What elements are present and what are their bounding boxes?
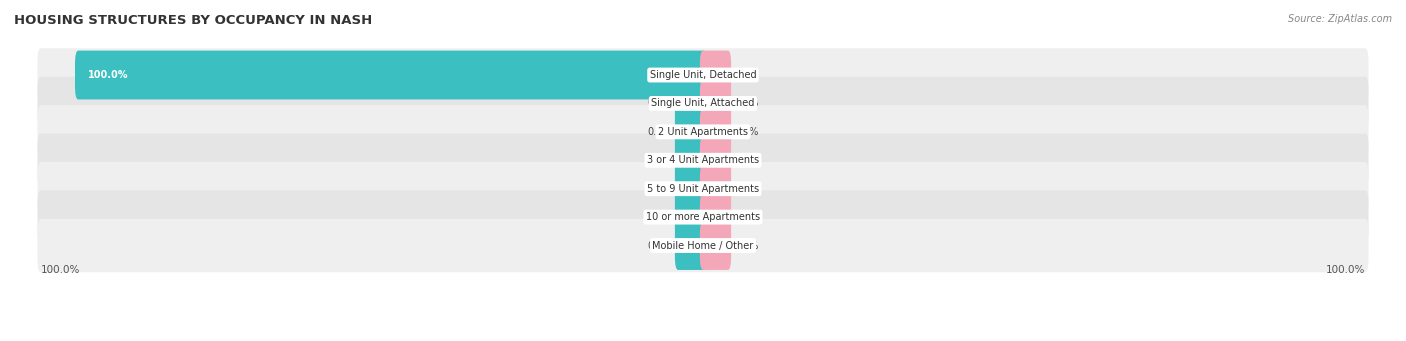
Text: 0.0%: 0.0% xyxy=(734,127,759,137)
Text: Source: ZipAtlas.com: Source: ZipAtlas.com xyxy=(1288,14,1392,24)
Text: 10 or more Apartments: 10 or more Apartments xyxy=(645,212,761,222)
Text: 100.0%: 100.0% xyxy=(41,265,80,275)
FancyBboxPatch shape xyxy=(675,107,706,156)
FancyBboxPatch shape xyxy=(38,77,1368,130)
Text: 100.0%: 100.0% xyxy=(1326,265,1365,275)
Text: 0.0%: 0.0% xyxy=(647,99,672,108)
Text: Single Unit, Detached: Single Unit, Detached xyxy=(650,70,756,80)
Text: 5 to 9 Unit Apartments: 5 to 9 Unit Apartments xyxy=(647,184,759,194)
Text: 0.0%: 0.0% xyxy=(647,212,672,222)
FancyBboxPatch shape xyxy=(75,50,706,100)
Text: 0.0%: 0.0% xyxy=(647,155,672,165)
Text: Mobile Home / Other: Mobile Home / Other xyxy=(652,240,754,251)
Text: 0.0%: 0.0% xyxy=(734,99,759,108)
Text: Single Unit, Attached: Single Unit, Attached xyxy=(651,99,755,108)
Text: 0.0%: 0.0% xyxy=(734,70,759,80)
FancyBboxPatch shape xyxy=(700,107,731,156)
FancyBboxPatch shape xyxy=(38,105,1368,159)
Text: 0.0%: 0.0% xyxy=(647,127,672,137)
Text: 100.0%: 100.0% xyxy=(87,70,128,80)
FancyBboxPatch shape xyxy=(700,136,731,185)
FancyBboxPatch shape xyxy=(675,221,706,270)
FancyBboxPatch shape xyxy=(700,193,731,241)
FancyBboxPatch shape xyxy=(700,50,731,100)
FancyBboxPatch shape xyxy=(675,193,706,241)
FancyBboxPatch shape xyxy=(700,164,731,213)
Text: HOUSING STRUCTURES BY OCCUPANCY IN NASH: HOUSING STRUCTURES BY OCCUPANCY IN NASH xyxy=(14,14,373,27)
Text: 0.0%: 0.0% xyxy=(734,240,759,251)
FancyBboxPatch shape xyxy=(700,221,731,270)
Text: 0.0%: 0.0% xyxy=(647,240,672,251)
Text: 0.0%: 0.0% xyxy=(734,212,759,222)
FancyBboxPatch shape xyxy=(38,48,1368,102)
Text: 0.0%: 0.0% xyxy=(734,184,759,194)
FancyBboxPatch shape xyxy=(38,162,1368,216)
Text: 0.0%: 0.0% xyxy=(734,155,759,165)
FancyBboxPatch shape xyxy=(38,190,1368,244)
Text: 3 or 4 Unit Apartments: 3 or 4 Unit Apartments xyxy=(647,155,759,165)
FancyBboxPatch shape xyxy=(675,79,706,128)
FancyBboxPatch shape xyxy=(675,164,706,213)
Text: 2 Unit Apartments: 2 Unit Apartments xyxy=(658,127,748,137)
FancyBboxPatch shape xyxy=(38,134,1368,187)
FancyBboxPatch shape xyxy=(675,136,706,185)
Text: 0.0%: 0.0% xyxy=(647,184,672,194)
FancyBboxPatch shape xyxy=(38,219,1368,272)
FancyBboxPatch shape xyxy=(700,79,731,128)
